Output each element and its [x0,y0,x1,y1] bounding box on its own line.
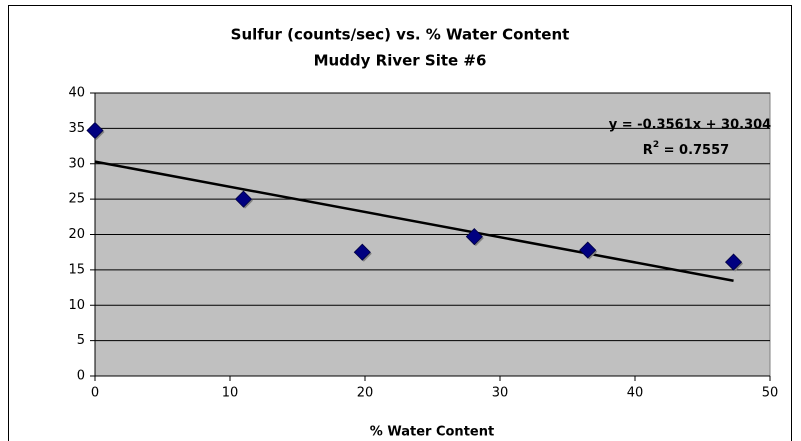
r-squared: R2 = 0.7557 [643,140,729,158]
marker [579,241,597,259]
r-symbol: R [643,143,653,158]
y-tick-label: 0 [77,369,85,384]
y-tick-label: 25 [68,192,85,207]
marker [353,243,371,261]
x-axis-label: % Water Content [370,425,494,440]
marker [465,228,483,246]
marker [86,121,104,140]
x-tick-label: 0 [91,386,99,401]
y-tick-label: 20 [68,227,85,242]
r-value: = 0.7557 [659,143,729,158]
marker [234,190,253,208]
chart-subtitle: Muddy River Site #6 [314,52,487,70]
chart-title: Sulfur (counts/sec) vs. % Water Content [231,26,570,44]
marker [724,253,743,271]
x-tick-label: 20 [357,386,374,401]
y-tick-label: 35 [68,121,85,136]
r-exponent: 2 [653,140,659,150]
y-tick-label: 15 [68,262,85,277]
x-tick-label: 40 [627,386,644,401]
y-tick-label: 5 [77,333,85,348]
x-tick-label: 50 [762,386,779,401]
trendline [94,160,734,282]
y-tick-label: 40 [68,86,85,101]
x-tick-label: 30 [492,386,509,401]
x-tick-label: 10 [222,386,239,401]
y-tick-label: 10 [68,298,85,313]
y-tick-label: 30 [68,156,85,171]
trendline-equation: y = -0.3561x + 30.304 [609,118,771,133]
